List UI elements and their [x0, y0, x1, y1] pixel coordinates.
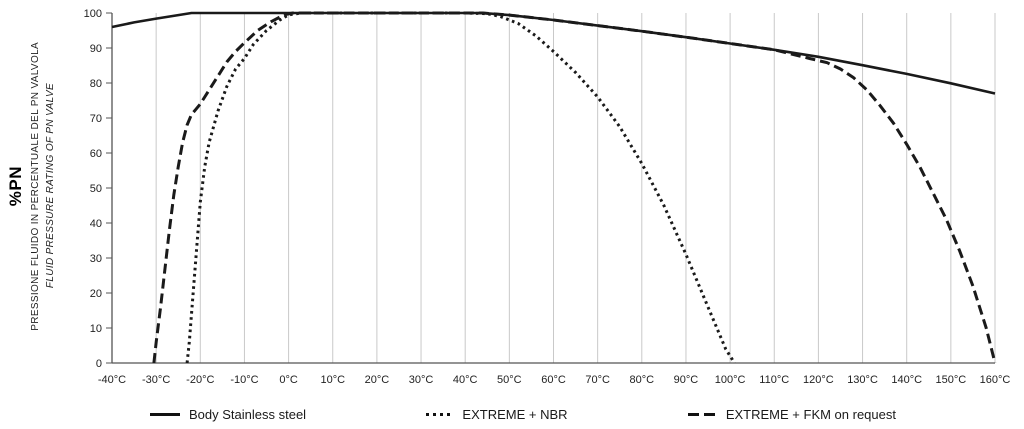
svg-text:10°C: 10°C [320, 374, 345, 386]
svg-text:60°C: 60°C [541, 374, 566, 386]
svg-text:-30°C: -30°C [142, 374, 170, 386]
svg-text:40: 40 [90, 218, 102, 230]
chart-plot-area: -40°C -30°C -20°C -10°C 0°C 10°C 20°C 30°C 40°C 5… [84, 8, 1011, 386]
svg-text:50°C: 50°C [497, 374, 522, 386]
svg-text:-10°C: -10°C [230, 374, 258, 386]
svg-text:100°C: 100°C [715, 374, 746, 386]
svg-text:70°C: 70°C [585, 374, 610, 386]
solid-line-swatch-icon [150, 413, 180, 416]
svg-text:30: 30 [90, 253, 102, 265]
svg-text:90°C: 90°C [674, 374, 699, 386]
svg-text:60: 60 [90, 148, 102, 160]
svg-text:80: 80 [90, 78, 102, 90]
svg-text:140°C: 140°C [891, 374, 922, 386]
svg-text:10: 10 [90, 323, 102, 335]
svg-text:50: 50 [90, 183, 102, 195]
svg-text:0°C: 0°C [279, 374, 298, 386]
legend-item-body-stainless-steel: Body Stainless steel [150, 407, 306, 422]
svg-text:160°C: 160°C [980, 374, 1011, 386]
legend-item-extreme-nbr: EXTREME + NBR [426, 407, 568, 422]
svg-text:110°C: 110°C [759, 374, 789, 386]
svg-text:90: 90 [90, 43, 102, 55]
svg-text:20°C: 20°C [365, 374, 390, 386]
svg-text:-20°C: -20°C [186, 374, 214, 386]
svg-text:-40°C: -40°C [98, 374, 126, 386]
legend-label: Body Stainless steel [189, 407, 307, 422]
svg-text:30°C: 30°C [409, 374, 434, 386]
svg-text:130°C: 130°C [847, 374, 878, 386]
svg-text:80°C: 80°C [630, 374, 655, 386]
svg-text:100: 100 [84, 8, 102, 20]
svg-text:40°C: 40°C [453, 374, 478, 386]
legend-label: EXTREME + NBR [462, 407, 568, 422]
legend-label: EXTREME + FKM on request [725, 407, 896, 422]
svg-text:0: 0 [96, 358, 102, 370]
svg-text:20: 20 [90, 288, 102, 300]
svg-text:120°C: 120°C [803, 374, 834, 386]
chart-legend: Body Stainless steel EXTREME + NBR EXTRE… [0, 407, 1024, 422]
dotted-line-swatch-icon [426, 413, 454, 416]
dashed-line-swatch-icon [687, 413, 717, 416]
svg-text:70: 70 [90, 113, 102, 125]
legend-item-extreme-fkm: EXTREME + FKM on request [687, 407, 896, 422]
svg-text:150°C: 150°C [935, 374, 966, 386]
